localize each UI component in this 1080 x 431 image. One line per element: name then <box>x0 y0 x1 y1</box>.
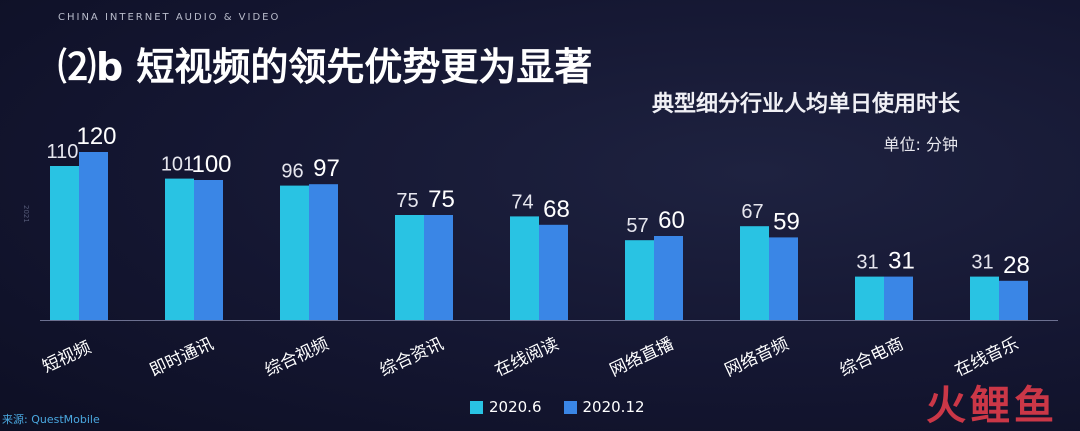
data-label: 101 <box>161 154 194 176</box>
legend-swatch-2020-6 <box>470 400 483 414</box>
data-label: 100 <box>191 151 231 178</box>
data-label: 75 <box>428 186 455 213</box>
category-label: 综合电商 <box>837 334 907 381</box>
data-label: 31 <box>856 252 878 274</box>
data-label: 31 <box>888 248 915 275</box>
data-label: 120 <box>76 123 116 150</box>
bar-2020-12 <box>654 236 683 320</box>
data-label: 31 <box>971 252 993 274</box>
watermark-logo: 火鲤鱼 <box>926 383 1058 429</box>
legend-label-2020-6: 2020.6 <box>489 398 542 416</box>
bar-2020-6 <box>165 178 194 320</box>
data-label: 67 <box>741 201 763 223</box>
legend-swatch-2020-12 <box>563 400 577 414</box>
legend-item-2020-12: 2020.12 <box>563 398 645 416</box>
bar-2020-6 <box>395 215 424 320</box>
unit-label: 单位: 分钟 <box>883 135 958 154</box>
bar-2020-12 <box>79 152 108 320</box>
data-label: 28 <box>1003 252 1030 279</box>
bar-2020-12 <box>884 276 913 320</box>
bar-2020-6 <box>280 185 309 320</box>
data-label: 60 <box>658 207 685 234</box>
bar-2020-12 <box>769 237 798 320</box>
bar-2020-12 <box>999 280 1028 320</box>
data-label: 59 <box>773 208 800 235</box>
chart-legend: 2020.6 2020.12 <box>470 398 645 416</box>
bar-2020-6 <box>510 216 539 320</box>
side-mark: 2021 <box>22 205 30 223</box>
page-title: ⑵b 短视频的领先优势更为显著 <box>58 45 593 89</box>
data-label: 97 <box>313 155 340 182</box>
category-label: 短视频 <box>40 338 95 378</box>
bar-2020-6 <box>625 240 654 320</box>
data-label: 75 <box>396 190 418 212</box>
chart-title: 典型细分行业人均单日使用时长 <box>651 92 960 117</box>
top-caption: CHINA INTERNET AUDIO & VIDEO <box>58 12 281 23</box>
category-label: 综合资讯 <box>377 334 447 381</box>
data-label: 57 <box>626 215 648 237</box>
data-label: 96 <box>281 161 303 183</box>
bar-2020-12 <box>539 224 568 320</box>
data-label: 74 <box>511 191 533 213</box>
bar-2020-6 <box>740 226 769 320</box>
legend-label-2020-12: 2020.12 <box>582 398 645 416</box>
category-label: 网络音频 <box>722 334 792 381</box>
bar-2020-6 <box>970 276 999 320</box>
category-label: 在线阅读 <box>492 334 562 381</box>
bar-2020-12 <box>424 215 453 320</box>
data-label: 68 <box>543 196 570 223</box>
bar-2020-12 <box>194 180 223 320</box>
source-note: 来源: QuestMobile <box>2 413 100 426</box>
legend-item-2020-6: 2020.6 <box>470 398 542 416</box>
bar-2020-6 <box>50 166 79 320</box>
bar-2020-12 <box>309 184 338 320</box>
category-label: 网络直播 <box>607 334 677 381</box>
category-label: 即时通讯 <box>147 334 217 381</box>
data-label: 110 <box>47 141 79 163</box>
bar-2020-6 <box>855 276 884 320</box>
category-label: 综合视频 <box>262 334 332 381</box>
